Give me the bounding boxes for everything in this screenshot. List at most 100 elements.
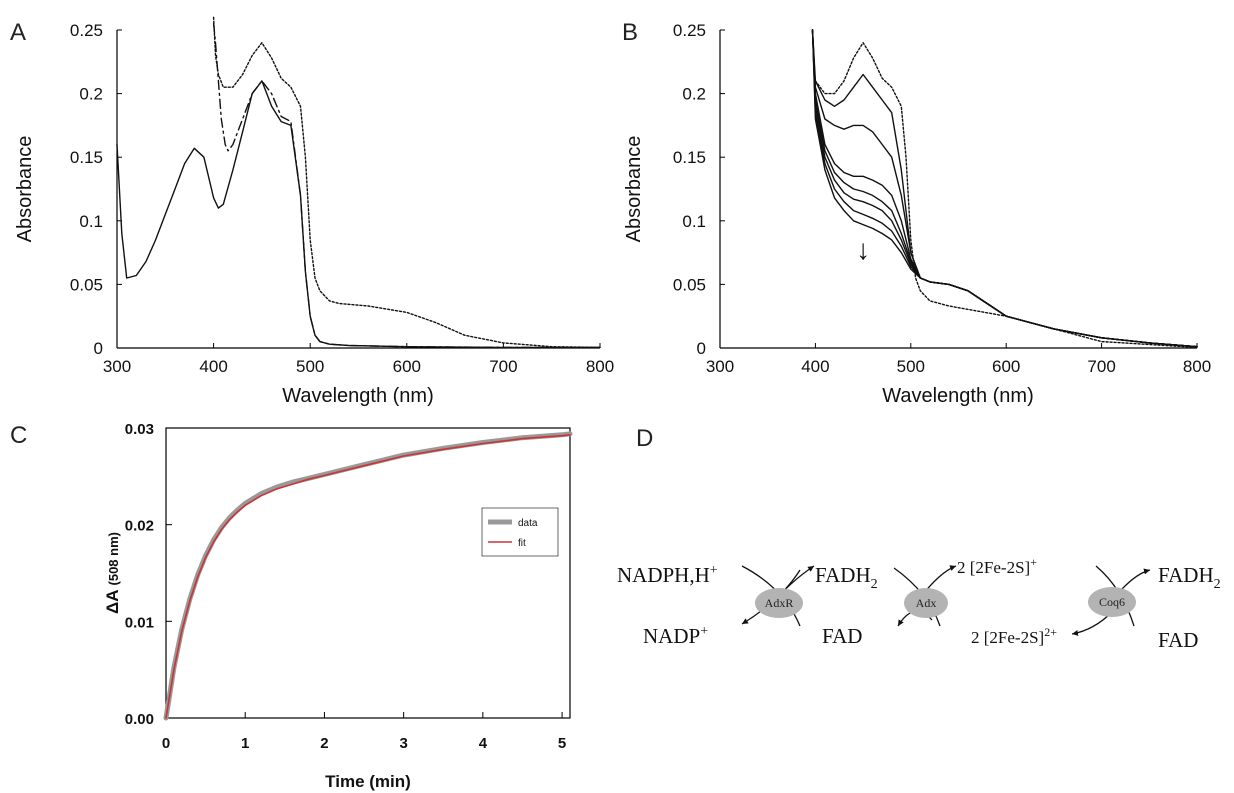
enzyme-coq6-label: Coq6 bbox=[1099, 595, 1125, 609]
y-tick-label: 0.02 bbox=[125, 518, 154, 535]
series-line-solid-1 bbox=[811, 29, 1198, 348]
fe-oxidized-text: 2 [2Fe-2S] bbox=[971, 628, 1044, 647]
enzyme-adxr: AdxR bbox=[755, 588, 803, 618]
nadp-label: NADP+ bbox=[643, 624, 708, 648]
y-tick-label: 0.2 bbox=[682, 85, 706, 104]
panel-letter-b: B bbox=[622, 19, 638, 46]
fadh2-sub-2: 2 bbox=[1214, 577, 1221, 592]
y-tick-label: 0.1 bbox=[682, 212, 706, 231]
y-tick-label: 0 bbox=[94, 339, 103, 358]
fe-reduced-text: 2 [2Fe-2S] bbox=[957, 558, 1030, 577]
legend-c: data fit bbox=[481, 507, 559, 557]
x-axis-label-a: Wavelength (nm) bbox=[282, 385, 434, 407]
enzyme-adx-label: Adx bbox=[916, 596, 937, 610]
fadh2-text-1: FADH bbox=[815, 563, 871, 587]
y-tick-label: 0.03 bbox=[125, 421, 154, 438]
x-tick-label: 700 bbox=[489, 357, 517, 376]
legend-label-data: data bbox=[518, 518, 538, 529]
series-line-dotted-2 bbox=[212, 16, 601, 349]
x-tick-label: 300 bbox=[706, 357, 734, 376]
x-tick-label: 800 bbox=[586, 357, 614, 376]
fad-label-1: FAD bbox=[822, 624, 862, 648]
y-tick-label: 0.05 bbox=[70, 275, 103, 294]
series-line-fit bbox=[165, 433, 571, 719]
series-line-dashed-1 bbox=[212, 22, 601, 349]
y-tick-label: 0.15 bbox=[673, 148, 706, 167]
y-tick-label: 0.25 bbox=[673, 21, 706, 40]
x-tick-label: 700 bbox=[1087, 357, 1115, 376]
series-line-solid-3 bbox=[811, 29, 1198, 348]
nadp-text: NADP bbox=[643, 624, 700, 648]
x-tick-label: 400 bbox=[801, 357, 829, 376]
x-axis-label-c: Time (min) bbox=[325, 772, 411, 791]
y-axis-label-main-c: ΔA bbox=[103, 589, 122, 614]
electron-transfer-scheme: NADPH,H+ NADP+ FADH2 FAD 2 [2Fe-2S]+ 2 [… bbox=[617, 555, 1221, 652]
enzyme-coq6: Coq6 bbox=[1088, 587, 1136, 617]
y-tick-label: 0.05 bbox=[673, 275, 706, 294]
fad-label-2: FAD bbox=[1158, 628, 1198, 652]
decrease-arrow: ↓ bbox=[856, 234, 870, 265]
series-line-solid-6 bbox=[811, 29, 1198, 348]
enzyme-coq6-shape bbox=[1088, 587, 1136, 617]
legend-label-fit: fit bbox=[518, 538, 526, 549]
x-axis-label-b: Wavelength (nm) bbox=[882, 385, 1034, 407]
fe-oxidized-sup: 2+ bbox=[1044, 625, 1057, 639]
y-tick-label: 0.25 bbox=[70, 21, 103, 40]
x-tick-label: 600 bbox=[393, 357, 421, 376]
fadh2-sub-1: 2 bbox=[871, 577, 878, 592]
chart-panel-c: 0.00 0.01 0.02 0.03 0 1 2 3 4 5 Time (min) ΔA (508… bbox=[103, 421, 573, 791]
fe-reduced-sup: + bbox=[1030, 555, 1037, 569]
x-tick-label: 1 bbox=[241, 735, 249, 752]
x-tick-label: 0 bbox=[162, 735, 170, 752]
y-tick-label: 0.00 bbox=[125, 711, 154, 728]
x-tick-label: 800 bbox=[1183, 357, 1211, 376]
series-line-solid-7 bbox=[811, 29, 1198, 348]
panel-letter-a: A bbox=[10, 19, 26, 46]
chart-panel-b: 0 0.05 0.1 0.15 0.2 0.25 300 400 500 600 700 800 Wa… bbox=[623, 21, 1211, 407]
nadp-sup: + bbox=[700, 624, 708, 639]
y-tick-label: 0.2 bbox=[79, 85, 103, 104]
enzyme-adx: Adx bbox=[904, 588, 948, 618]
fe-reduced-label: 2 [2Fe-2S]+ bbox=[957, 555, 1037, 577]
y-tick-label: 0 bbox=[697, 339, 706, 358]
series-line-solid-2 bbox=[811, 29, 1198, 348]
y-axis-label-sub-c: (508 nm) bbox=[106, 532, 121, 585]
y-axis-label-b: Absorbance bbox=[623, 136, 645, 243]
y-tick-label: 0.15 bbox=[70, 148, 103, 167]
series-line-solid-5 bbox=[811, 29, 1198, 348]
fadh2-label-2: FADH2 bbox=[1158, 563, 1221, 592]
x-tick-label: 2 bbox=[320, 735, 328, 752]
series-line-dotted-0 bbox=[814, 42, 1198, 349]
x-tick-label: 300 bbox=[103, 357, 131, 376]
legend-box bbox=[481, 507, 559, 557]
svg-text:ΔA(508 nm): ΔA (508 nm) bbox=[103, 532, 122, 614]
series-line-data bbox=[163, 431, 573, 721]
panel-letter-d: D bbox=[636, 425, 653, 452]
x-tick-label: 500 bbox=[296, 357, 324, 376]
x-tick-label: 600 bbox=[992, 357, 1020, 376]
nadph-label: NADPH,H+ bbox=[617, 563, 718, 587]
enzyme-adxr-shape bbox=[755, 588, 803, 618]
fe-oxidized-label: 2 [2Fe-2S]2+ bbox=[971, 625, 1057, 647]
y-axis-label-a: Absorbance bbox=[14, 136, 36, 243]
nadph-sup: + bbox=[710, 563, 718, 578]
series-line-solid-0 bbox=[116, 80, 601, 349]
y-tick-label: 0.01 bbox=[125, 614, 154, 631]
y-tick-label: 0.1 bbox=[79, 212, 103, 231]
fadh2-text-2: FADH bbox=[1158, 563, 1214, 587]
x-tick-label: 400 bbox=[199, 357, 227, 376]
series-line-solid-4 bbox=[811, 29, 1198, 348]
fadh2-label-1: FADH2 bbox=[815, 563, 878, 592]
x-tick-label: 500 bbox=[897, 357, 925, 376]
plot-frame-c bbox=[165, 427, 571, 719]
nadph-text: NADPH,H bbox=[617, 563, 710, 587]
panel-letter-c: C bbox=[10, 422, 27, 449]
chart-panel-a: 0 0.05 0.1 0.15 0.2 0.25 300 400 500 600 700 800 Wa… bbox=[14, 16, 614, 407]
y-axis-label-c: ΔA (508 nm) bbox=[103, 532, 122, 614]
enzyme-adx-shape bbox=[904, 588, 948, 618]
enzyme-adxr-label: AdxR bbox=[765, 596, 794, 610]
x-tick-label: 4 bbox=[479, 735, 488, 752]
x-tick-label: 5 bbox=[558, 735, 566, 752]
x-tick-label: 3 bbox=[399, 735, 407, 752]
